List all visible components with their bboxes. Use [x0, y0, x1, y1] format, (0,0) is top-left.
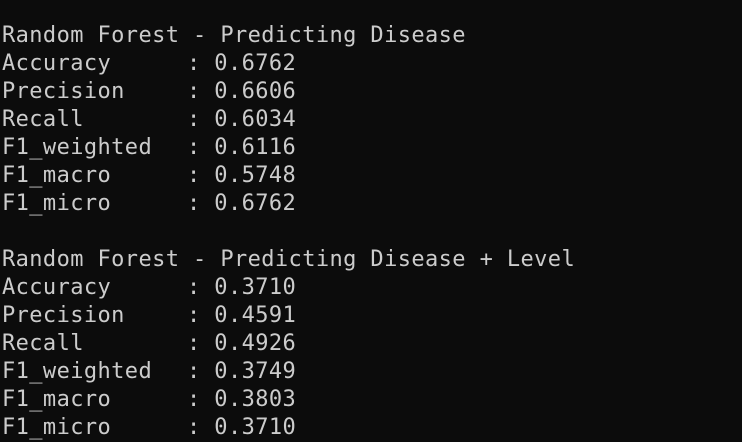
- metric-value: 0.6762: [214, 191, 297, 216]
- metric-row-f1-macro: F1_macro: 0.3803: [2, 386, 742, 414]
- metric-name: Accuracy: [2, 275, 112, 300]
- metric-value: 0.3710: [214, 275, 297, 300]
- metric-name: Precision: [2, 79, 125, 104]
- metric-name: Recall: [2, 107, 84, 132]
- metric-value: 0.6116: [214, 135, 297, 160]
- metric-value: 0.6762: [214, 51, 297, 76]
- metric-value: 0.3749: [214, 359, 297, 384]
- metric-separator: :: [187, 387, 215, 412]
- metric-row-recall: Recall: 0.6034: [2, 106, 742, 134]
- metric-value: 0.3710: [214, 415, 297, 440]
- metric-value: 0.5748: [214, 163, 297, 188]
- metric-separator: :: [187, 331, 215, 356]
- metric-separator: :: [187, 163, 215, 188]
- metric-row-accuracy: Accuracy: 0.3710: [2, 274, 742, 302]
- metric-name: F1_macro: [2, 163, 112, 188]
- metric-name: F1_micro: [2, 191, 112, 216]
- metric-name: F1_macro: [2, 387, 112, 412]
- metric-row-accuracy: Accuracy: 0.6762: [2, 50, 742, 78]
- metric-name: Recall: [2, 331, 84, 356]
- metric-name: Precision: [2, 303, 125, 328]
- metric-name: Accuracy: [2, 51, 112, 76]
- metric-separator: :: [187, 79, 215, 104]
- metric-name: F1_weighted: [2, 135, 153, 160]
- metric-value: 0.4591: [214, 303, 297, 328]
- metric-row-f1-macro: F1_macro: 0.5748: [2, 162, 742, 190]
- metric-separator: :: [187, 51, 215, 76]
- metric-row-f1-micro: F1_micro: 0.6762: [2, 190, 742, 218]
- metric-value: 0.6606: [214, 79, 297, 104]
- metric-value: 0.4926: [214, 331, 297, 356]
- metric-separator: :: [187, 191, 215, 216]
- metric-value: 0.6034: [214, 107, 297, 132]
- metric-row-f1-micro: F1_micro: 0.3710: [2, 414, 742, 442]
- metric-separator: :: [187, 415, 215, 440]
- section-title: Random Forest - Predicting Disease: [2, 23, 466, 48]
- metric-separator: :: [187, 303, 215, 328]
- metric-separator: :: [187, 135, 215, 160]
- metric-value: 0.3803: [214, 387, 297, 412]
- metric-separator: :: [187, 107, 215, 132]
- metric-separator: :: [187, 275, 215, 300]
- metric-row-f1-weighted: F1_weighted: 0.6116: [2, 134, 742, 162]
- blank-line: [2, 218, 742, 246]
- section-title: Random Forest - Predicting Disease + Lev…: [2, 247, 576, 272]
- metric-row-recall: Recall: 0.4926: [2, 330, 742, 358]
- metric-row-precision: Precision: 0.6606: [2, 78, 742, 106]
- metric-row-f1-weighted: F1_weighted: 0.3749: [2, 358, 742, 386]
- metric-separator: :: [187, 359, 215, 384]
- metric-row-precision: Precision: 0.4591: [2, 302, 742, 330]
- metric-name: F1_weighted: [2, 359, 153, 384]
- metric-name: F1_micro: [2, 415, 112, 440]
